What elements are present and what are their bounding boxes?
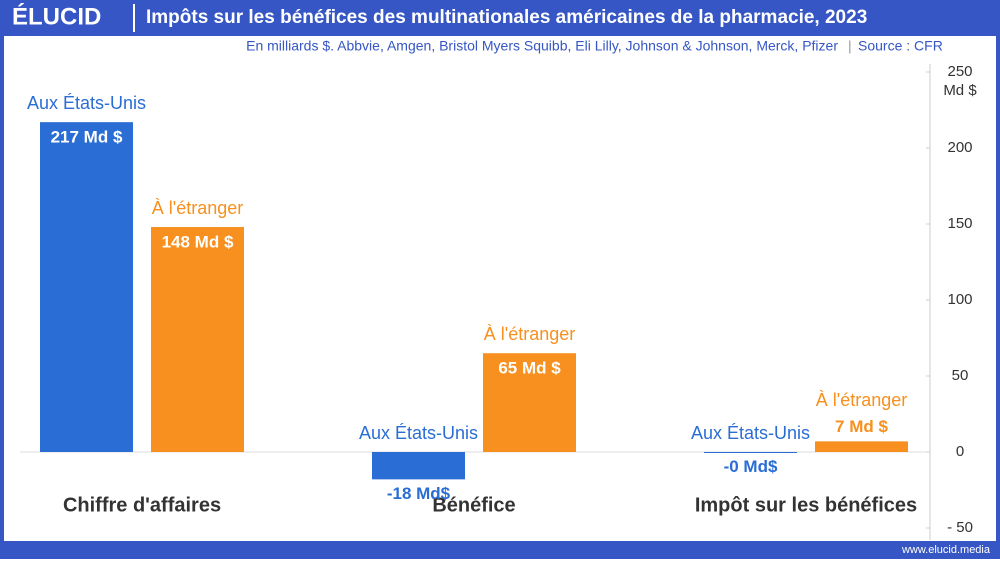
- series-label: Aux États-Unis: [27, 93, 146, 113]
- series-label: Aux États-Unis: [691, 423, 810, 443]
- series-label: À l'étranger: [816, 390, 908, 410]
- value-label: 7 Md $: [835, 417, 888, 436]
- bar: [151, 227, 244, 452]
- value-label: 217 Md $: [51, 128, 123, 147]
- value-label: 65 Md $: [498, 359, 561, 378]
- bar: [40, 122, 133, 452]
- series-label: À l'étranger: [152, 198, 244, 218]
- bar: [704, 452, 797, 453]
- y-tick-label: 0: [956, 443, 964, 460]
- value-label: -0 Md$: [724, 457, 778, 476]
- bar: [815, 441, 908, 452]
- x-tick-label: Impôt sur les bénéfices: [695, 494, 917, 516]
- separator: |: [848, 38, 852, 54]
- x-tick-label: Bénéfice: [432, 494, 515, 516]
- value-label: 148 Md $: [162, 233, 234, 252]
- y-tick-label: 250: [947, 63, 972, 80]
- series-label: Aux États-Unis: [359, 423, 478, 443]
- bar: [483, 353, 576, 452]
- chart-source: Source : CFR: [858, 38, 943, 54]
- y-tick-label: 100: [947, 291, 972, 308]
- value-label: -18 Md$: [387, 484, 451, 503]
- footer: www.elucid.media: [901, 544, 991, 556]
- x-tick-label: Chiffre d'affaires: [63, 494, 221, 516]
- y-axis-unit: Md $: [943, 82, 977, 99]
- y-tick-label: 50: [952, 367, 969, 384]
- series-label: À l'étranger: [484, 324, 576, 344]
- y-tick-label: - 50: [947, 519, 973, 536]
- y-tick-label: 150: [947, 215, 972, 232]
- brand-logo: ÉLUCID: [12, 2, 101, 30]
- y-tick-label: 200: [947, 139, 972, 156]
- chart-subtitle: En milliards $. Abbvie, Amgen, Bristol M…: [246, 38, 838, 54]
- chart-title: Impôts sur les bénéfices des multination…: [146, 7, 867, 28]
- bar: [372, 452, 465, 480]
